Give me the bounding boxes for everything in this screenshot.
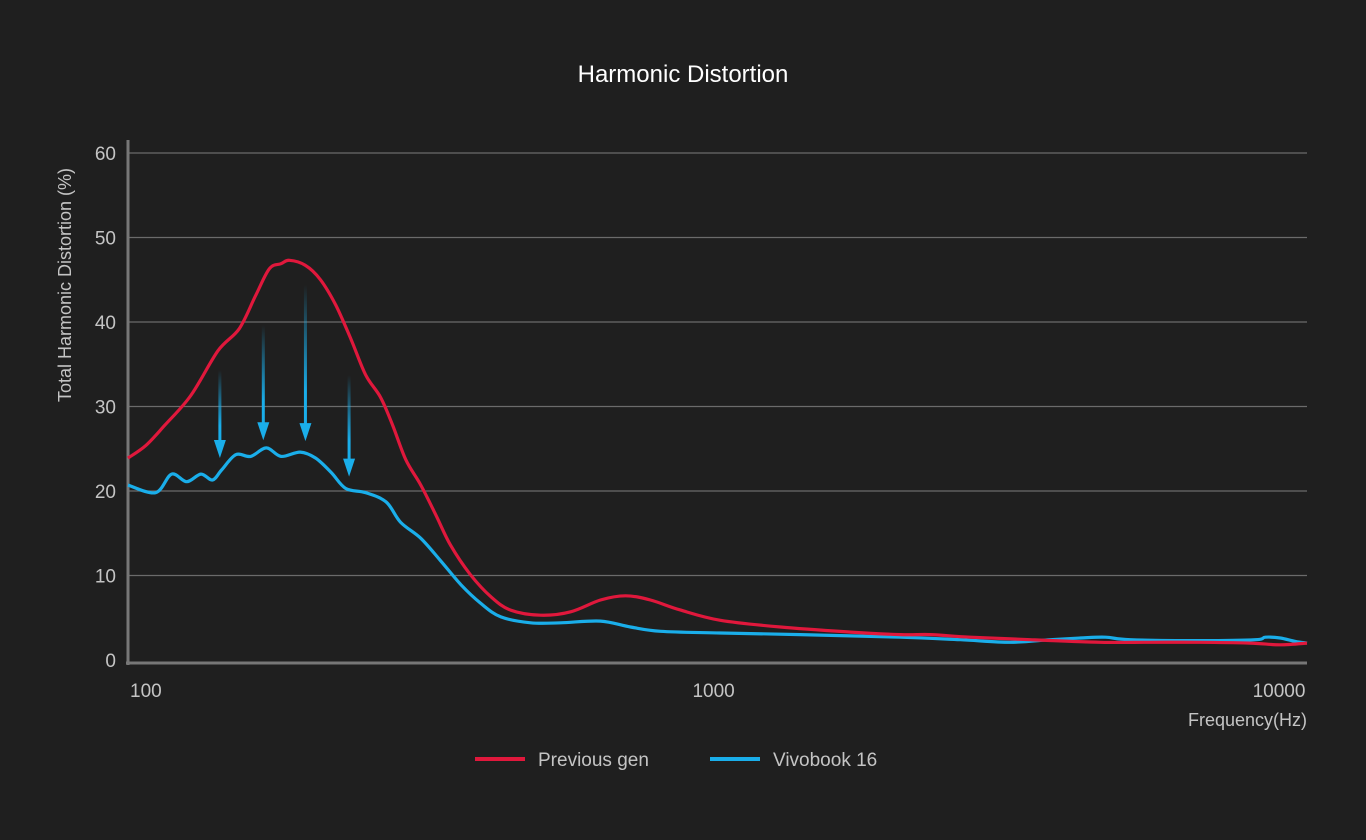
y-tick-label: 50	[95, 229, 116, 250]
improvement-arrow	[343, 375, 356, 477]
arrow-shaft	[218, 370, 222, 445]
y-tick-label: 10	[95, 567, 116, 588]
x-tick-label: 10000	[1253, 681, 1306, 702]
legend-label: Previous gen	[538, 750, 649, 771]
y-tick-label: 40	[95, 313, 116, 334]
arrow-shaft	[261, 325, 265, 427]
annotation-arrows	[213, 284, 356, 477]
arrow-down-icon	[343, 458, 356, 477]
y-tick-label: 30	[95, 398, 116, 419]
y-axis-label: Total Harmonic Distortion (%)	[55, 168, 75, 402]
x-tick-label: 1000	[692, 681, 734, 702]
y-tick-label: 0	[105, 651, 116, 672]
x-tick-label: 100	[130, 681, 162, 702]
y-tick-label: 20	[95, 482, 116, 503]
series-line-vivobook-16	[127, 446, 1308, 645]
arrow-down-icon	[257, 422, 270, 441]
arrow-down-icon	[213, 440, 226, 459]
grid	[128, 152, 1307, 577]
legend: Previous gen Vivobook 16	[475, 750, 877, 771]
arrow-shaft	[303, 284, 307, 428]
arrow-shaft	[347, 375, 351, 463]
axes	[126, 140, 1307, 665]
arrow-down-icon	[299, 423, 312, 442]
series-lines	[127, 258, 1308, 647]
chart-title: Harmonic Distortion	[578, 61, 789, 88]
legend-label: Vivobook 16	[773, 750, 877, 771]
improvement-arrow	[257, 325, 270, 441]
y-tick-label: 60	[95, 144, 116, 165]
improvement-arrow	[299, 284, 312, 442]
series-line-previous-gen	[127, 258, 1308, 647]
x-axis-label: Frequency(Hz)	[1188, 710, 1307, 730]
tick-labels: 0 10 20 30 40 50 60 100 1000 10000	[95, 144, 1306, 702]
improvement-arrow	[213, 370, 226, 459]
